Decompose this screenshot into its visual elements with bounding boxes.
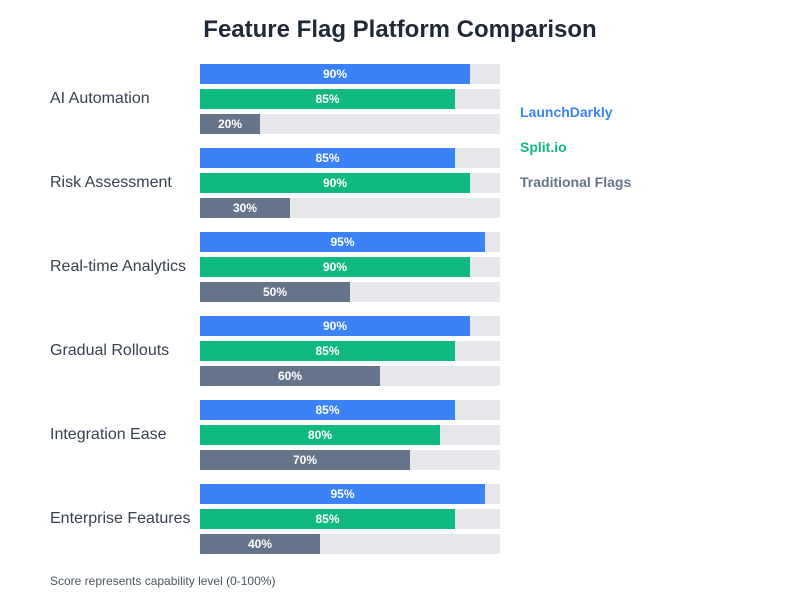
bar-value-label: 30% (232, 201, 258, 215)
legend-item: Traditional Flags (520, 174, 632, 190)
bar-split-io (200, 89, 455, 109)
bar-value-label: 60% (277, 369, 303, 383)
bar-value-label: 95% (330, 487, 355, 501)
bar-value-label: 80% (307, 428, 333, 442)
bar-value-label: 85% (315, 512, 340, 526)
bar-track (200, 114, 500, 134)
bar-traditional-flags (200, 366, 380, 386)
bar-traditional-flags (200, 198, 290, 218)
bar-launchdarkly (200, 232, 485, 252)
bar-value-label: 90% (322, 260, 348, 274)
category-label: Gradual Rollouts (50, 342, 170, 359)
category-label: Real-time Analytics (50, 258, 187, 275)
bar-split-io (200, 173, 470, 193)
bar-launchdarkly (200, 484, 485, 504)
bar-value-label: 85% (315, 151, 340, 165)
bar-value-label: 85% (315, 92, 340, 106)
bar-value-label: 95% (330, 235, 355, 249)
category-label: Risk Assessment (50, 174, 172, 191)
bar-split-io (200, 425, 440, 445)
bar-traditional-flags (200, 282, 350, 302)
category-label: Integration Ease (50, 426, 167, 443)
bar-traditional-flags (200, 450, 410, 470)
bar-value-label: 50% (262, 285, 288, 299)
legend-item: LaunchDarkly (520, 104, 613, 120)
bar-value-label: 90% (322, 176, 348, 190)
bar-split-io (200, 341, 455, 361)
bar-value-label: 85% (315, 403, 340, 417)
bar-value-label: 90% (322, 319, 348, 333)
bar-value-label: 70% (292, 453, 318, 467)
bar-value-label: 20% (217, 117, 243, 131)
bar-traditional-flags (200, 534, 320, 554)
chart-title: Feature Flag Platform Comparison (203, 16, 597, 43)
bar-launchdarkly (200, 148, 455, 168)
bar-value-label: 85% (315, 344, 340, 358)
bar-launchdarkly (200, 316, 470, 336)
bar-split-io (200, 257, 470, 277)
category-label: AI Automation (50, 90, 150, 107)
footnote: Score represents capability level (0-100… (50, 574, 276, 588)
bar-launchdarkly (200, 400, 455, 420)
category-label: Enterprise Features (50, 510, 191, 527)
bar-value-label: 40% (247, 537, 273, 551)
bar-launchdarkly (200, 64, 470, 84)
bar-split-io (200, 509, 455, 529)
bar-traditional-flags (200, 114, 260, 134)
legend-item: Split.io (520, 139, 567, 155)
bar-value-label: 90% (322, 67, 348, 81)
